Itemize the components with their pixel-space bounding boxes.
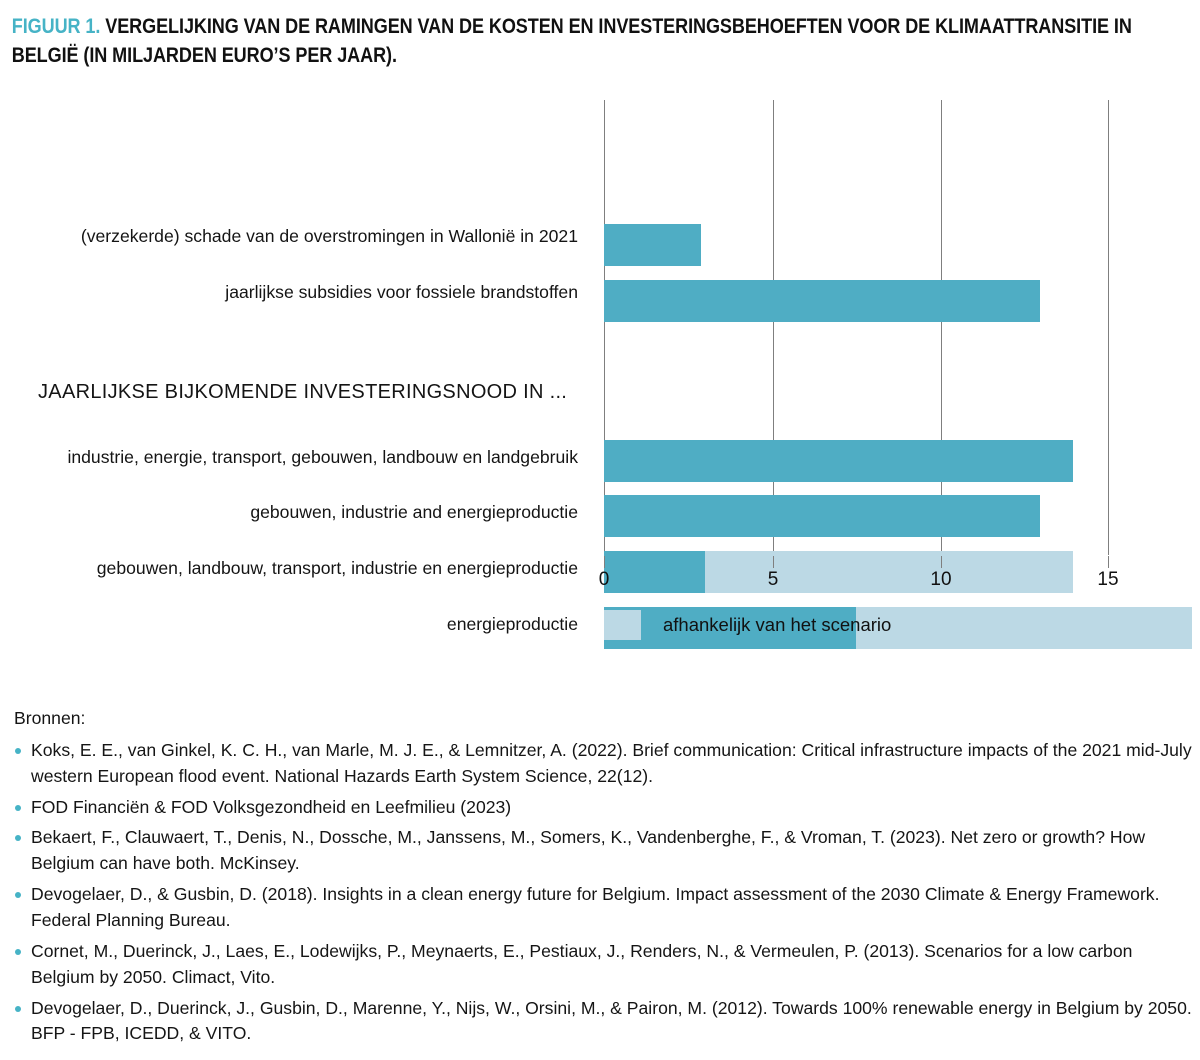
category-label-gebouwen-industrie-energieproductie: gebouwen, industrie and energieproductie bbox=[250, 502, 578, 523]
plot-area bbox=[604, 100, 1192, 556]
axis-tick-5 bbox=[773, 556, 774, 569]
source-text: Devogelaer, D., Duerinck, J., Gusbin, D.… bbox=[31, 997, 1192, 1044]
axis-tick-0 bbox=[604, 556, 605, 569]
sources-list: Koks, E. E., van Ginkel, K. C. H., van M… bbox=[14, 738, 1194, 1047]
list-item: Devogelaer, D., & Gusbin, D. (2018). Ins… bbox=[14, 882, 1194, 934]
list-item: Bekaert, F., Clauwaert, T., Denis, N., D… bbox=[14, 825, 1194, 877]
axis-tick-label-10: 10 bbox=[930, 569, 952, 591]
figure-number: FIGUUR 1. bbox=[11, 14, 101, 38]
gridline-15 bbox=[1108, 100, 1109, 556]
source-text: Devogelaer, D., & Gusbin, D. (2018). Ins… bbox=[31, 884, 1160, 931]
category-label-subsidies: jaarlijkse subsidies voor fossiele brand… bbox=[225, 282, 578, 303]
gridline-0 bbox=[604, 100, 605, 556]
bar-row[interactable] bbox=[604, 607, 1192, 650]
axis-tick-label-5: 5 bbox=[767, 569, 779, 591]
bar-segment-main bbox=[604, 495, 1040, 538]
axis-tick-10 bbox=[941, 556, 942, 569]
bar-row[interactable] bbox=[604, 551, 1073, 594]
bar-row[interactable] bbox=[604, 224, 702, 267]
list-item: FOD Financiën & FOD Volksgezondheid en L… bbox=[14, 795, 1194, 821]
gridline-5 bbox=[773, 100, 774, 556]
bar-row[interactable] bbox=[604, 440, 1073, 483]
legend: afhankelijk van het scenario bbox=[604, 610, 892, 641]
source-text: FOD Financiën & FOD Volksgezondheid en L… bbox=[31, 796, 512, 817]
source-text: Cornet, M., Duerinck, J., Laes, E., Lode… bbox=[31, 940, 1133, 987]
source-text: Bekaert, F., Clauwaert, T., Denis, N., D… bbox=[31, 827, 1146, 874]
bar-segment-main bbox=[604, 280, 1040, 323]
axis-tick-label-0: 0 bbox=[598, 569, 610, 591]
bar-row[interactable] bbox=[604, 495, 1040, 538]
legend-swatch-scenario bbox=[604, 610, 641, 641]
list-item: Devogelaer, D., Duerinck, J., Gusbin, D.… bbox=[14, 996, 1194, 1048]
bar-segment-main bbox=[604, 224, 701, 267]
category-label-industrie-energie-transport: industrie, energie, transport, gebouwen,… bbox=[67, 447, 578, 468]
bar-segment-scenario bbox=[856, 607, 1192, 650]
category-label-energieproductie: energieproductie bbox=[446, 614, 578, 635]
sources-heading: Bronnen: bbox=[14, 708, 86, 728]
bar-segment-main bbox=[604, 440, 1073, 483]
figure-title-text: VERGELIJKING VAN DE RAMINGEN VAN DE KOST… bbox=[11, 14, 1132, 68]
bar-row[interactable] bbox=[604, 280, 1040, 323]
chart: (verzekerde) schade van de overstrominge… bbox=[0, 92, 1200, 652]
category-group-heading: JAARLIJKSE BIJKOMENDE INVESTERINGSNOOD I… bbox=[38, 381, 568, 404]
sources-section: Bronnen: Koks, E. E., van Ginkel, K. C. … bbox=[14, 706, 1194, 1052]
gridline-10 bbox=[941, 100, 942, 556]
category-label-gebouwen-landbouw-transport: gebouwen, landbouw, transport, industrie… bbox=[96, 558, 578, 579]
list-item: Koks, E. E., van Ginkel, K. C. H., van M… bbox=[14, 738, 1194, 790]
axis-tick-15 bbox=[1108, 556, 1109, 569]
bar-segment-main bbox=[604, 551, 705, 594]
source-text: Koks, E. E., van Ginkel, K. C. H., van M… bbox=[31, 739, 1192, 786]
figure-title: FIGUUR 1. VERGELIJKING VAN DE RAMINGEN V… bbox=[0, 0, 1193, 70]
axis-tick-label-15: 15 bbox=[1097, 569, 1119, 591]
legend-label-scenario: afhankelijk van het scenario bbox=[663, 614, 892, 636]
list-item: Cornet, M., Duerinck, J., Laes, E., Lode… bbox=[14, 939, 1194, 991]
category-label-overstromingen: (verzekerde) schade van de overstrominge… bbox=[80, 226, 578, 247]
bar-segment-main bbox=[604, 607, 856, 650]
bar-segment-scenario bbox=[705, 551, 1073, 594]
